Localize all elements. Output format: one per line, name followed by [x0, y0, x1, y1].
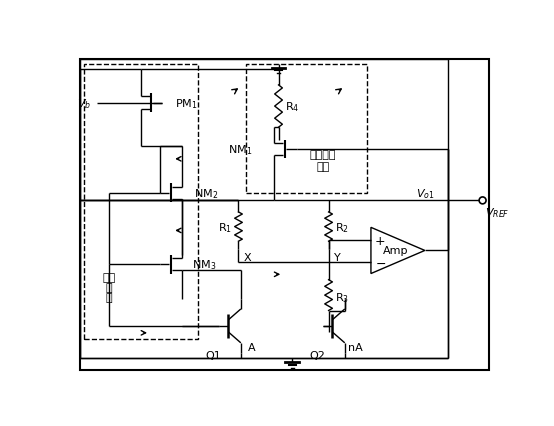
Text: Q1: Q1 [205, 350, 221, 360]
Text: X: X [244, 252, 252, 262]
Text: nA: nA [348, 343, 363, 353]
Text: 电: 电 [106, 283, 112, 293]
Text: Amp: Amp [383, 246, 408, 256]
Text: $-$: $-$ [375, 256, 386, 269]
Bar [246, 65, 367, 193]
Text: NM$_3$: NM$_3$ [192, 258, 217, 271]
Text: Y: Y [335, 252, 341, 262]
Text: PM$_1$: PM$_1$ [175, 96, 197, 110]
Text: $V_b$: $V_b$ [77, 96, 91, 110]
Text: NM$_2$: NM$_2$ [194, 186, 218, 200]
Text: R$_2$: R$_2$ [336, 221, 350, 235]
Text: 启动: 启动 [102, 273, 116, 283]
Text: +: + [375, 234, 386, 248]
Text: Q2: Q2 [309, 350, 325, 360]
Text: $V_{o1}$: $V_{o1}$ [416, 186, 434, 200]
Text: NM$_1$: NM$_1$ [228, 143, 253, 156]
Bar [85, 65, 198, 339]
Text: R$_1$: R$_1$ [218, 221, 232, 235]
Text: R$_3$: R$_3$ [335, 290, 350, 304]
Text: 低阈値源: 低阈値源 [310, 150, 336, 160]
Text: 路: 路 [106, 293, 112, 303]
Text: R$_4$: R$_4$ [285, 100, 300, 113]
Text: $V_{REF}$: $V_{REF}$ [485, 206, 509, 219]
Text: A: A [248, 343, 255, 353]
Text: 跟随: 跟随 [316, 161, 330, 171]
